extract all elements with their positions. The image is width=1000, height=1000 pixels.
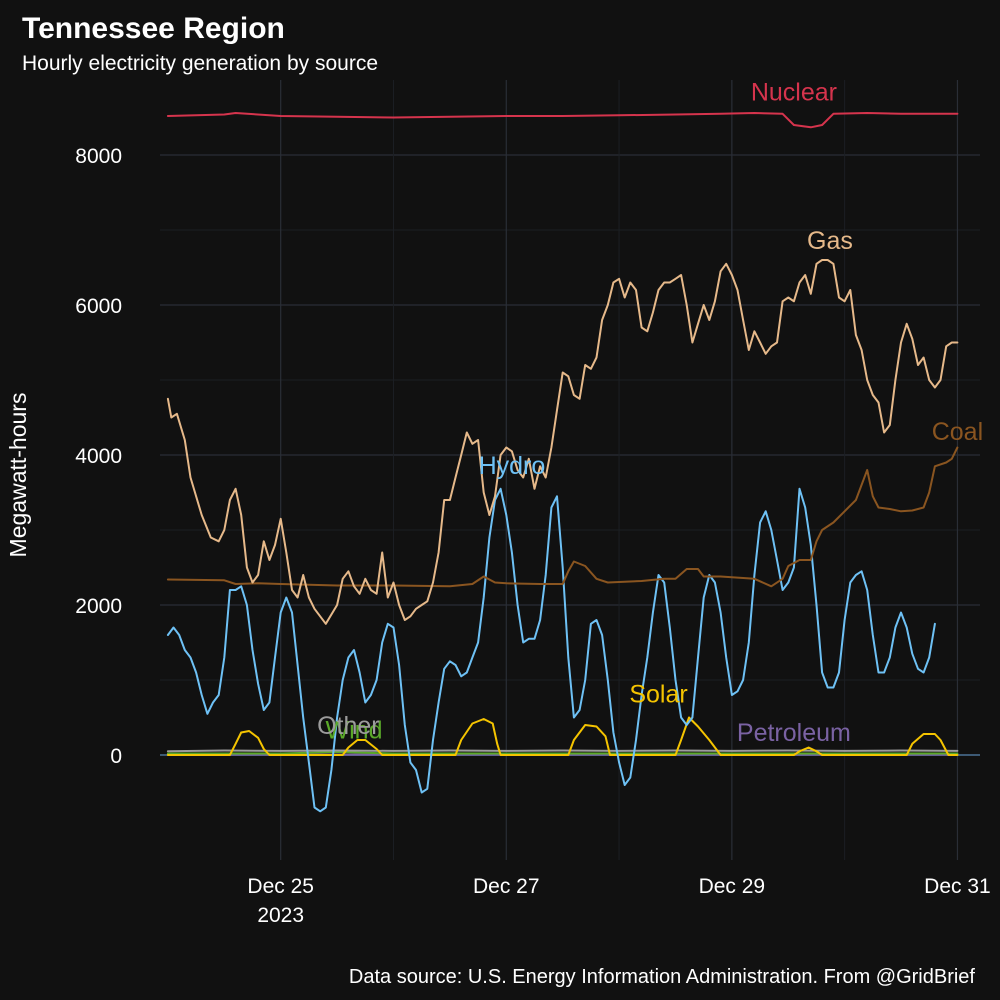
- x-tick-label-3: Dec 31: [924, 875, 991, 898]
- y-tick-label-2000: 2000: [75, 595, 122, 618]
- y-tick-label-8000: 8000: [75, 145, 122, 168]
- y-tick-label-0: 0: [110, 745, 122, 768]
- y-tick-label-4000: 4000: [75, 445, 122, 468]
- x-tick-sublabel-0: 2023: [257, 904, 304, 927]
- series-line-coal: [166, 446, 959, 588]
- series-label-gas: Gas: [807, 227, 853, 255]
- series-label-nuclear: Nuclear: [751, 78, 837, 106]
- y-axis-label: Megawatt-hours: [5, 393, 31, 558]
- series-label-hydro: Hydro: [479, 452, 546, 480]
- series-label-coal: Coal: [932, 418, 983, 446]
- series-label-solar: Solar: [629, 681, 687, 709]
- series-line-gas: [166, 259, 959, 625]
- series-label-petroleum: Petroleum: [737, 719, 851, 747]
- series-line-wind: [166, 751, 959, 755]
- chart-title: Tennessee Region: [22, 12, 285, 45]
- y-tick-label-6000: 6000: [75, 295, 122, 318]
- axis-layer: 0 2000 4000 6000 8000 Dec 25 2023 Dec 27 Dec 29 D…: [75, 145, 990, 927]
- series-line-other: [166, 749, 959, 753]
- x-tick-label-2: Dec 29: [699, 875, 766, 898]
- series-label-other: Other: [317, 712, 380, 740]
- chart-caption: Data source: U.S. Energy Information Adm…: [349, 966, 976, 988]
- chart-subtitle: Hourly electricity generation by source: [22, 52, 378, 75]
- series-line-nuclear: [166, 112, 959, 129]
- series-layer: [166, 112, 959, 813]
- x-tick-label-1: Dec 27: [473, 875, 540, 898]
- series-line-solar: [166, 716, 959, 756]
- series-label-wind: Wind: [326, 717, 383, 745]
- series-line-hydro: [166, 487, 936, 813]
- x-tick-label-0: Dec 25: [247, 875, 314, 898]
